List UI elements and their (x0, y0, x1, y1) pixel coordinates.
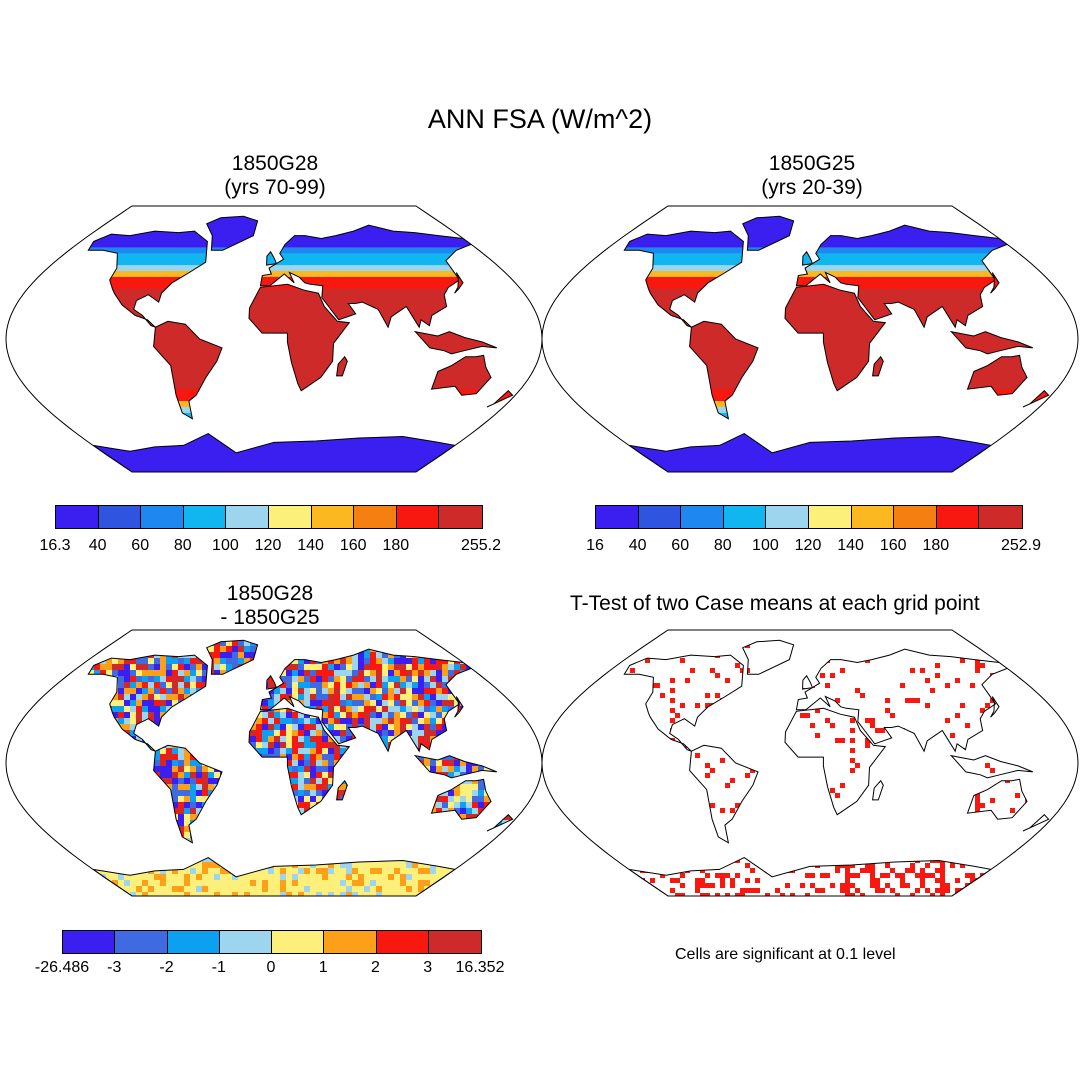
colorbar-tick-label: 160 (340, 537, 367, 555)
colorbar-tick-label: -3 (107, 959, 121, 977)
colorbar-tick-label: 60 (131, 537, 149, 555)
colorbar-tick-label: 140 (837, 537, 864, 555)
panel-title-case1-line1: 1850G28 (175, 152, 375, 176)
colorbar-swatch (183, 506, 227, 528)
colorbar-swatch (396, 506, 440, 528)
colorbar-tick-label: 120 (795, 537, 822, 555)
colorbar-diff-ticks: -26.486 -3 -2 -1 0 1 2 3 16.352 (35, 959, 505, 979)
colorbar-tick-label: 180 (382, 537, 409, 555)
colorbar-tick-label: 80 (174, 537, 192, 555)
colorbar-swatch (272, 931, 325, 953)
colorbar-swatch (98, 506, 142, 528)
colorbar-swatch (936, 506, 980, 528)
colorbar-diff (62, 930, 482, 954)
colorbar-swatch (268, 506, 312, 528)
colorbar-tick-label: -2 (159, 959, 173, 977)
colorbar-swatch (311, 506, 355, 528)
map-ttest (541, 629, 1079, 897)
colorbar-swatch (979, 506, 1022, 528)
panel-title-ttest: T-Test of two Case means at each grid po… (570, 592, 980, 616)
colorbar-tick-label: 160 (880, 537, 907, 555)
colorbar-tick-label: 0 (267, 959, 276, 977)
colorbar-swatch (439, 506, 482, 528)
colorbar-swatch (766, 506, 809, 528)
map-case2 (541, 205, 1079, 473)
colorbar-swatch (851, 506, 895, 528)
colorbar-swatch (894, 506, 937, 528)
colorbar-tick-label: 252.9 (1001, 537, 1041, 555)
colorbar-swatch (63, 931, 116, 953)
colorbar-tick-label: 100 (212, 537, 239, 555)
colorbar-tick-label: -1 (212, 959, 226, 977)
colorbar-tick-label: 16.3 (39, 537, 70, 555)
colorbar-swatch (808, 506, 852, 528)
colorbar-swatch (56, 506, 99, 528)
colorbar-swatch (596, 506, 639, 528)
colorbar-tick-label: 1 (319, 959, 328, 977)
panel-title-case2-line2: (yrs 20-39) (712, 176, 912, 200)
colorbar-tick-label: 3 (423, 959, 432, 977)
colorbar-case2 (595, 505, 1023, 529)
panel-title-case1-line2: (yrs 70-99) (175, 176, 375, 200)
panel-title-case2: 1850G25 (yrs 20-39) (712, 152, 912, 200)
colorbar-swatch (354, 506, 397, 528)
colorbar-tick-label: 16.352 (456, 959, 505, 977)
colorbar-swatch (681, 506, 724, 528)
colorbar-tick-label: 140 (297, 537, 324, 555)
panel-title-diff: 1850G28 - 1850G25 (170, 582, 370, 630)
figure-title: ANN FSA (W/m^2) (0, 104, 1080, 135)
colorbar-tick-label: 255.2 (461, 537, 501, 555)
colorbar-swatch (167, 931, 220, 953)
significance-note: Cells are significant at 0.1 level (675, 946, 896, 964)
colorbar-swatch (638, 506, 682, 528)
colorbar-swatch (324, 931, 377, 953)
colorbar-swatch (115, 931, 168, 953)
colorbar-case1-ticks: 16.3 40 60 80 100 120 140 160 180 255.2 (39, 537, 501, 557)
map-diff (5, 629, 543, 897)
panel-title-diff-line1: 1850G28 (170, 582, 370, 606)
colorbar-tick-label: 100 (752, 537, 779, 555)
colorbar-tick-label: 40 (89, 537, 107, 555)
map-case1 (5, 205, 543, 473)
colorbar-swatch (141, 506, 184, 528)
colorbar-tick-label: 16 (586, 537, 604, 555)
colorbar-tick-label: 60 (671, 537, 689, 555)
colorbar-tick-label: -26.486 (35, 959, 89, 977)
colorbar-swatch (376, 931, 429, 953)
colorbar-tick-label: 180 (922, 537, 949, 555)
colorbar-tick-label: 120 (255, 537, 282, 555)
colorbar-tick-label: 2 (371, 959, 380, 977)
panel-title-diff-line2: - 1850G25 (170, 606, 370, 630)
colorbar-swatch (226, 506, 269, 528)
panel-title-case2-line1: 1850G25 (712, 152, 912, 176)
colorbar-tick-label: 80 (714, 537, 732, 555)
colorbar-tick-label: 40 (629, 537, 647, 555)
colorbar-swatch (219, 931, 272, 953)
colorbar-case2-ticks: 16 40 60 80 100 120 140 160 180 252.9 (586, 537, 1041, 557)
colorbar-case1 (55, 505, 483, 529)
colorbar-swatch (723, 506, 767, 528)
panel-title-case1: 1850G28 (yrs 70-99) (175, 152, 375, 200)
colorbar-swatch (428, 931, 481, 953)
